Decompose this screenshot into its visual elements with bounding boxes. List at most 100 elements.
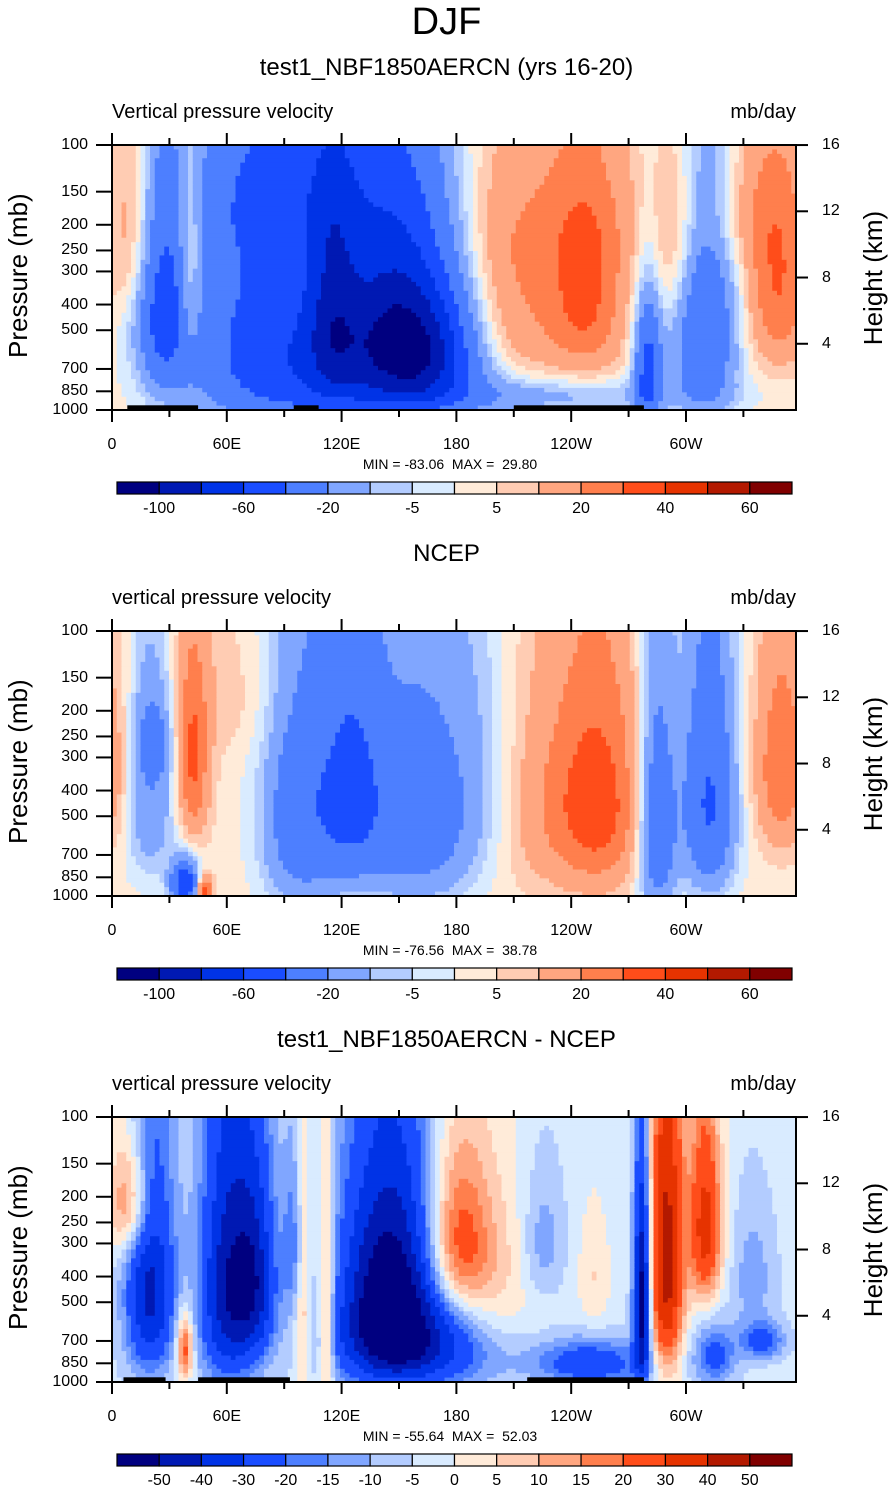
contour-cell bbox=[273, 701, 294, 707]
contour-cell bbox=[335, 1130, 346, 1136]
contour-cell bbox=[663, 348, 683, 354]
contour-cell bbox=[511, 343, 560, 349]
contour-cell bbox=[197, 251, 203, 257]
contour-cell bbox=[558, 264, 602, 270]
contour-cell bbox=[729, 228, 735, 234]
contour-cell bbox=[482, 255, 488, 261]
contour-cell bbox=[430, 215, 450, 221]
contour-cell bbox=[178, 215, 189, 221]
contour-cell bbox=[482, 772, 493, 778]
contour-cell bbox=[753, 750, 769, 756]
contour-cell bbox=[112, 745, 123, 751]
contour-cell bbox=[791, 688, 797, 694]
contour-cell bbox=[131, 666, 137, 672]
contour-cell bbox=[634, 701, 640, 707]
contour-cell bbox=[121, 754, 127, 760]
contour-cell bbox=[454, 737, 484, 743]
contour-cell bbox=[344, 1130, 355, 1136]
contour-cell bbox=[178, 308, 189, 314]
contour-cell bbox=[691, 233, 721, 239]
contour-cell bbox=[492, 798, 503, 804]
contour-cell bbox=[131, 330, 142, 336]
contour-cell bbox=[192, 776, 199, 782]
contour-cell bbox=[677, 304, 688, 310]
contour-cell bbox=[739, 728, 745, 734]
contour-cell bbox=[188, 741, 199, 747]
contour-cell bbox=[420, 255, 441, 261]
contour-cell bbox=[188, 670, 203, 676]
contour-cell bbox=[743, 790, 750, 796]
contour-cell bbox=[729, 251, 735, 257]
contour-cell bbox=[173, 255, 184, 261]
contour-cell bbox=[672, 1121, 678, 1127]
contour-cell bbox=[259, 697, 270, 703]
contour-cell bbox=[610, 639, 631, 645]
contour-cell bbox=[686, 772, 731, 778]
contour-cell bbox=[758, 697, 773, 703]
contour-cell bbox=[734, 688, 740, 694]
contour-cell bbox=[482, 745, 493, 751]
contour-cell bbox=[658, 281, 664, 287]
contour-cell bbox=[577, 745, 612, 751]
contour-cell bbox=[135, 379, 142, 385]
contour-cell bbox=[682, 237, 688, 243]
colorbar-label: -5 bbox=[405, 500, 420, 517]
contour-cell bbox=[178, 732, 184, 738]
contour-cell bbox=[696, 224, 721, 230]
contour-cell bbox=[511, 767, 522, 773]
contour-cell bbox=[482, 737, 493, 743]
contour-cell bbox=[686, 741, 731, 747]
contour-cell bbox=[131, 803, 137, 809]
contour-cell bbox=[454, 334, 465, 340]
contour-cell bbox=[686, 732, 731, 738]
contour-cell bbox=[169, 737, 175, 743]
contour-cell bbox=[454, 379, 469, 385]
contour-cell bbox=[112, 710, 118, 716]
contour-cell bbox=[648, 790, 678, 796]
contour-cell bbox=[240, 255, 308, 261]
contour-cell bbox=[767, 728, 797, 734]
contour-cell bbox=[625, 745, 636, 751]
contour-cell bbox=[264, 1125, 270, 1131]
contour-cell bbox=[644, 785, 650, 791]
contour-cell bbox=[112, 326, 118, 332]
contour-cell bbox=[131, 374, 142, 380]
contour-cell bbox=[373, 772, 460, 778]
contour-cell bbox=[145, 149, 151, 155]
contour-cell bbox=[710, 776, 731, 782]
contour-cell bbox=[615, 785, 631, 791]
contour-cell bbox=[178, 330, 189, 336]
contour-cell bbox=[121, 211, 127, 217]
contour-cell bbox=[672, 781, 683, 787]
contour-cell bbox=[473, 189, 479, 195]
contour-cell bbox=[359, 184, 422, 190]
contour-cell bbox=[392, 268, 398, 274]
contour-cell bbox=[724, 175, 731, 181]
contour-cell bbox=[492, 264, 517, 270]
contour-cell bbox=[729, 162, 735, 168]
contour-cell bbox=[240, 719, 256, 725]
contour-cell bbox=[634, 688, 640, 694]
contour-cell bbox=[164, 684, 170, 690]
contour-cell bbox=[230, 370, 294, 376]
contour-cell bbox=[245, 706, 260, 712]
contour-cell bbox=[131, 370, 142, 376]
contour-cell bbox=[634, 631, 640, 637]
contour-cell bbox=[691, 215, 697, 221]
contour-cell bbox=[511, 763, 522, 769]
contour-cell bbox=[183, 745, 189, 751]
contour-cell bbox=[625, 365, 631, 371]
contour-cell bbox=[753, 759, 764, 765]
contour-cell bbox=[330, 321, 346, 327]
contour-cell bbox=[188, 171, 194, 177]
contour-cell bbox=[739, 361, 745, 367]
contour-cell bbox=[629, 175, 645, 181]
contour-cell bbox=[653, 396, 664, 402]
contour-cell bbox=[563, 299, 602, 305]
contour-cell bbox=[278, 688, 298, 694]
contour-cell bbox=[558, 701, 621, 707]
contour-cell bbox=[482, 268, 493, 274]
contour-cell bbox=[135, 251, 142, 257]
contour-cell bbox=[135, 180, 142, 186]
contour-cell bbox=[473, 237, 484, 243]
